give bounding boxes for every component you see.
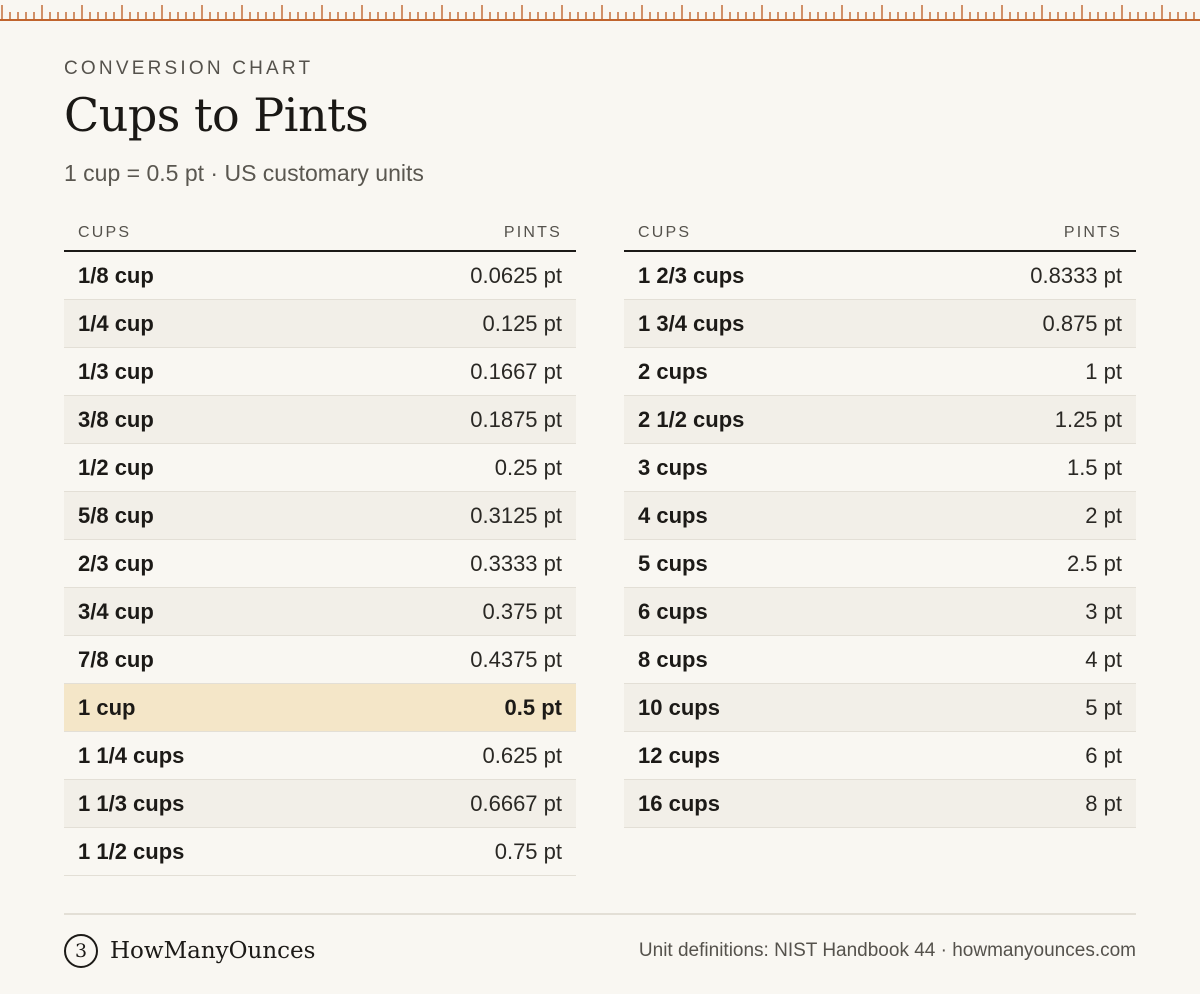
pints-cell: 0.3125 pt bbox=[470, 502, 562, 528]
pints-cell: 0.8333 pt bbox=[1030, 262, 1122, 288]
page-title: Cups to Pints bbox=[64, 88, 369, 142]
table-row: 8 cups 4 pt bbox=[624, 636, 1136, 684]
conversion-table-right: CUPS PINTS 1 2/3 cups 0.8333 pt 1 3/4 cups… bbox=[624, 216, 1136, 828]
brand-name: HowManyOunces bbox=[110, 938, 316, 964]
cups-cell: 1/4 cup bbox=[78, 310, 154, 336]
cups-cell: 1 1/4 cups bbox=[78, 742, 185, 768]
pints-cell: 0.5 pt bbox=[504, 694, 562, 720]
cups-cell: 2/3 cup bbox=[78, 550, 154, 576]
pints-cell: 1.25 pt bbox=[1054, 406, 1122, 432]
brand[interactable]: 3 HowManyOunces bbox=[64, 934, 315, 968]
cups-cell: 1 2/3 cups bbox=[638, 262, 745, 288]
cups-cell: 12 cups bbox=[638, 742, 720, 768]
cups-cell: 10 cups bbox=[638, 694, 720, 720]
table-row-highlighted: 1 cup 0.5 pt bbox=[64, 684, 576, 732]
pints-cell: 0.375 pt bbox=[482, 598, 562, 624]
logo-mark-icon: 3 bbox=[64, 934, 98, 968]
cups-cell: 5 cups bbox=[638, 550, 708, 576]
pints-cell: 0.1667 pt bbox=[470, 358, 562, 384]
table-row: 7/8 cup 0.4375 pt bbox=[64, 636, 576, 684]
footer-divider bbox=[64, 913, 1136, 915]
table-row: 12 cups 6 pt bbox=[624, 732, 1136, 780]
cups-cell: 1 cup bbox=[78, 694, 136, 720]
table-row: 1/3 cup 0.1667 pt bbox=[64, 348, 576, 396]
pints-cell: 0.875 pt bbox=[1042, 310, 1122, 336]
pints-cell: 6 pt bbox=[1085, 742, 1122, 768]
cups-cell: 7/8 cup bbox=[78, 646, 154, 672]
pints-cell: 2 pt bbox=[1085, 502, 1122, 528]
column-header-cups: CUPS bbox=[638, 224, 692, 241]
table-row: 5 cups 2.5 pt bbox=[624, 540, 1136, 588]
cups-cell: 1 1/3 cups bbox=[78, 790, 185, 816]
conversion-table-left: CUPS PINTS 1/8 cup 0.0625 pt 1/4 cup 0.125 … bbox=[64, 216, 576, 876]
table-row: 1/2 cup 0.25 pt bbox=[64, 444, 576, 492]
cups-cell: 1/2 cup bbox=[78, 454, 154, 480]
table-row: 16 cups 8 pt bbox=[624, 780, 1136, 828]
table-row: 3/8 cup 0.1875 pt bbox=[64, 396, 576, 444]
column-header-cups: CUPS bbox=[78, 224, 132, 241]
ruler-decoration bbox=[0, 5, 1200, 21]
table-row: 10 cups 5 pt bbox=[624, 684, 1136, 732]
table-row: 3 cups 1.5 pt bbox=[624, 444, 1136, 492]
cups-cell: 1/8 cup bbox=[78, 262, 154, 288]
pints-cell: 0.6667 pt bbox=[470, 790, 562, 816]
table-header: CUPS PINTS bbox=[64, 216, 576, 252]
table-body: 1/8 cup 0.0625 pt 1/4 cup 0.125 pt 1/3 cup 0.… bbox=[64, 252, 576, 876]
cups-cell: 2 1/2 cups bbox=[638, 406, 745, 432]
cups-cell: 8 cups bbox=[638, 646, 708, 672]
table-row: 1 2/3 cups 0.8333 pt bbox=[624, 252, 1136, 300]
pints-cell: 0.3333 pt bbox=[470, 550, 562, 576]
table-row: 1/8 cup 0.0625 pt bbox=[64, 252, 576, 300]
table-row: 1/4 cup 0.125 pt bbox=[64, 300, 576, 348]
table-header: CUPS PINTS bbox=[624, 216, 1136, 252]
table-row: 2/3 cup 0.3333 pt bbox=[64, 540, 576, 588]
pints-cell: 2.5 pt bbox=[1066, 550, 1122, 576]
cups-cell: 3/4 cup bbox=[78, 598, 154, 624]
cups-cell: 1 1/2 cups bbox=[78, 838, 185, 864]
cups-cell: 16 cups bbox=[638, 790, 720, 816]
pints-cell: 0.4375 pt bbox=[470, 646, 562, 672]
table-row: 1 1/4 cups 0.625 pt bbox=[64, 732, 576, 780]
column-header-pints: PINTS bbox=[503, 224, 562, 241]
pints-cell: 0.1875 pt bbox=[470, 406, 562, 432]
pints-cell: 0.625 pt bbox=[482, 742, 562, 768]
table-row: 2 1/2 cups 1.25 pt bbox=[624, 396, 1136, 444]
source-credit: Unit definitions: NIST Handbook 44 · how… bbox=[638, 940, 1136, 961]
cups-cell: 1/3 cup bbox=[78, 358, 154, 384]
table-row: 1 3/4 cups 0.875 pt bbox=[624, 300, 1136, 348]
pints-cell: 0.75 pt bbox=[494, 838, 562, 864]
cups-cell: 3/8 cup bbox=[78, 406, 154, 432]
table-row: 1 1/2 cups 0.75 pt bbox=[64, 828, 576, 876]
table-row: 3/4 cup 0.375 pt bbox=[64, 588, 576, 636]
cups-cell: 6 cups bbox=[638, 598, 708, 624]
column-header-pints: PINTS bbox=[1063, 224, 1122, 241]
cups-cell: 1 3/4 cups bbox=[638, 310, 745, 336]
cups-cell: 2 cups bbox=[638, 358, 708, 384]
cups-cell: 5/8 cup bbox=[78, 502, 154, 528]
pints-cell: 8 pt bbox=[1085, 790, 1122, 816]
pints-cell: 1 pt bbox=[1085, 358, 1122, 384]
eyebrow-label: CONVERSION CHART bbox=[64, 58, 314, 79]
pints-cell: 4 pt bbox=[1085, 646, 1122, 672]
pints-cell: 0.125 pt bbox=[482, 310, 562, 336]
table-row: 6 cups 3 pt bbox=[624, 588, 1136, 636]
cups-cell: 3 cups bbox=[638, 454, 708, 480]
table-row: 1 1/3 cups 0.6667 pt bbox=[64, 780, 576, 828]
pints-cell: 3 pt bbox=[1085, 598, 1122, 624]
table-body: 1 2/3 cups 0.8333 pt 1 3/4 cups 0.875 pt 2 c… bbox=[624, 252, 1136, 828]
pints-cell: 0.25 pt bbox=[494, 454, 562, 480]
pints-cell: 0.0625 pt bbox=[470, 262, 562, 288]
table-row: 5/8 cup 0.3125 pt bbox=[64, 492, 576, 540]
pints-cell: 1.5 pt bbox=[1066, 454, 1122, 480]
page-subtitle: 1 cup = 0.5 pt · US customary units bbox=[64, 160, 424, 186]
cups-cell: 4 cups bbox=[638, 502, 708, 528]
pints-cell: 5 pt bbox=[1085, 694, 1122, 720]
table-row: 2 cups 1 pt bbox=[624, 348, 1136, 396]
table-row: 4 cups 2 pt bbox=[624, 492, 1136, 540]
